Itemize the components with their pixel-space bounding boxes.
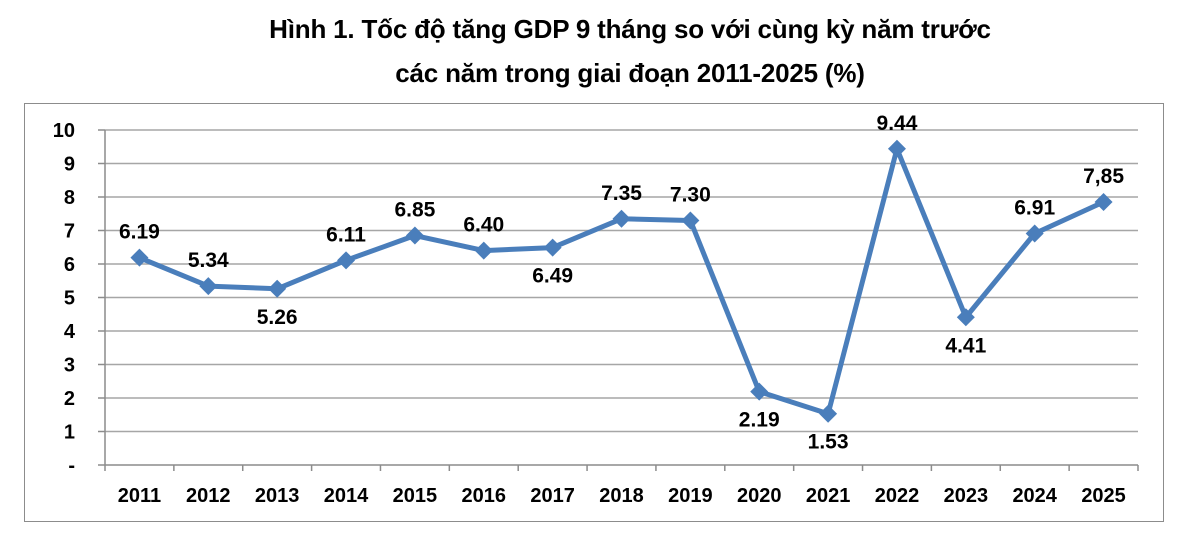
data-label-2021: 1.53 xyxy=(808,431,849,454)
x-tick-label-2020: 2020 xyxy=(737,485,782,507)
diamond-marker xyxy=(612,209,631,228)
x-tick-label-2014: 2014 xyxy=(324,485,369,507)
x-tick-label-2021: 2021 xyxy=(806,485,851,507)
y-tick-label: 8 xyxy=(64,187,75,209)
axes xyxy=(98,129,1139,471)
y-tick-label: 5 xyxy=(64,288,75,310)
y-tick-label: 6 xyxy=(64,254,75,276)
gridlines xyxy=(105,129,1138,433)
x-tick-label-2023: 2023 xyxy=(944,485,989,507)
x-tick-label-2012: 2012 xyxy=(186,485,231,507)
x-tick-label-2017: 2017 xyxy=(530,485,575,507)
data-label-2012: 5.34 xyxy=(188,249,229,272)
data-label-2011: 6.19 xyxy=(119,221,160,244)
y-tick-label: 2 xyxy=(64,388,75,410)
x-tick-label-2019: 2019 xyxy=(668,485,713,507)
diamond-marker xyxy=(337,251,356,270)
diamond-marker xyxy=(268,279,287,298)
x-tick-label-2022: 2022 xyxy=(875,485,920,507)
diamond-marker xyxy=(887,139,906,158)
diamond-marker xyxy=(405,226,424,245)
data-label-2024: 6.91 xyxy=(1014,197,1055,220)
data-label-2015: 6.85 xyxy=(394,199,435,222)
data-series xyxy=(130,139,1113,423)
diamond-marker xyxy=(543,238,562,257)
diamond-marker xyxy=(1094,193,1113,212)
diamond-marker xyxy=(474,241,493,260)
x-tick-label-2024: 2024 xyxy=(1012,485,1057,507)
y-tick-label: 9 xyxy=(64,154,75,176)
x-axis-ticks: 2011 2012 2013 2014 2015 2016 2017 2018 2019 2020… xyxy=(118,485,1126,507)
chart-frame xyxy=(24,103,1164,522)
x-tick-label-2015: 2015 xyxy=(393,485,438,507)
diamond-marker xyxy=(819,404,838,423)
data-label-2018: 7.35 xyxy=(601,182,642,205)
diamond-marker xyxy=(750,382,769,401)
y-tick-label: 10 xyxy=(53,120,75,142)
data-label-2013: 5.26 xyxy=(257,306,298,329)
diamond-marker xyxy=(1025,224,1044,243)
x-tick-label-2011: 2011 xyxy=(118,485,161,507)
data-label-2017: 6.49 xyxy=(532,265,573,288)
diamond-marker xyxy=(956,308,975,327)
x-tick-label-2016: 2016 xyxy=(462,485,507,507)
data-label-2025: 7,85 xyxy=(1083,165,1124,188)
x-tick-label-2018: 2018 xyxy=(599,485,644,507)
data-label-2014: 6.11 xyxy=(326,223,366,246)
diamond-marker xyxy=(199,277,218,296)
y-axis-ticks: - 1 2 3 4 5 6 7 8 9 10 xyxy=(53,120,76,477)
y-tick-label: 3 xyxy=(64,355,75,377)
data-label-2019: 7.30 xyxy=(670,183,711,206)
y-tick-label: - xyxy=(68,455,75,477)
diamond-marker xyxy=(130,248,149,267)
chart-title-line-2: các năm trong giai đoạn 2011-2025 (%) xyxy=(395,58,865,88)
data-label-2016: 6.40 xyxy=(463,214,504,237)
data-label-2023: 4.41 xyxy=(945,334,986,357)
y-tick-label: 1 xyxy=(64,422,75,444)
x-tick-label-2025: 2025 xyxy=(1081,485,1126,507)
data-labels: 6.19 5.34 5.26 6.11 6.85 6.40 6.49 7.35 7.30 2.19… xyxy=(119,112,1124,454)
data-label-2020: 2.19 xyxy=(739,409,780,432)
x-tick-label-2013: 2013 xyxy=(255,485,300,507)
y-tick-label: 7 xyxy=(64,221,75,243)
y-tick-label: 4 xyxy=(64,321,76,343)
data-label-2022: 9.44 xyxy=(877,112,918,135)
diamond-marker xyxy=(681,211,700,230)
chart-title-line-1: Hình 1. Tốc độ tăng GDP 9 tháng so với c… xyxy=(269,14,991,44)
